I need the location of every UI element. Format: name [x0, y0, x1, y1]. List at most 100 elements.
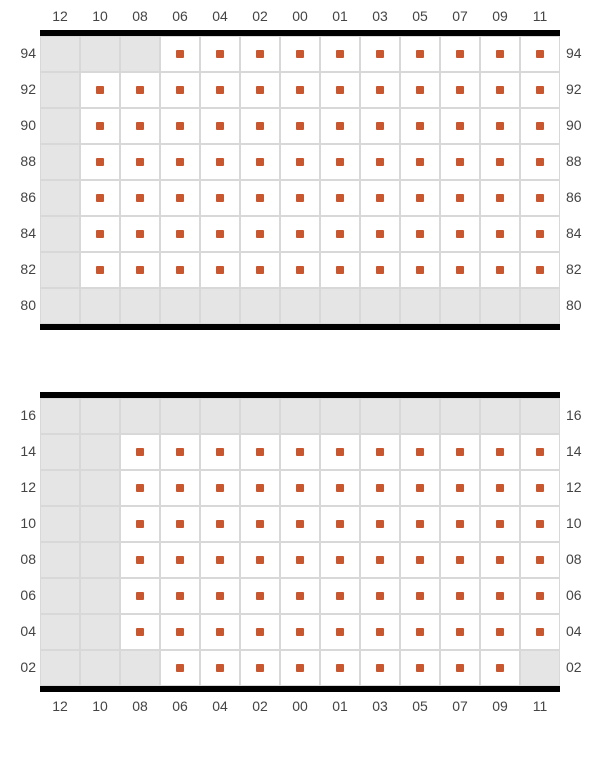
seat-cell[interactable]: [240, 72, 280, 108]
seat-cell[interactable]: [360, 434, 400, 470]
seat-cell[interactable]: [320, 650, 360, 686]
seat-cell[interactable]: [320, 506, 360, 542]
seat-cell[interactable]: [160, 542, 200, 578]
seat-cell[interactable]: [320, 36, 360, 72]
seat-cell[interactable]: [520, 578, 560, 614]
seat-cell[interactable]: [440, 614, 480, 650]
seat-cell[interactable]: [440, 470, 480, 506]
seat-cell[interactable]: [520, 180, 560, 216]
seat-cell[interactable]: [160, 36, 200, 72]
seat-cell[interactable]: [400, 542, 440, 578]
seat-cell[interactable]: [120, 614, 160, 650]
seat-cell[interactable]: [480, 542, 520, 578]
seat-cell[interactable]: [440, 36, 480, 72]
seat-cell[interactable]: [440, 108, 480, 144]
seat-cell[interactable]: [520, 434, 560, 470]
seat-cell[interactable]: [120, 470, 160, 506]
seat-cell[interactable]: [400, 506, 440, 542]
seat-cell[interactable]: [320, 72, 360, 108]
seat-cell[interactable]: [200, 434, 240, 470]
seat-cell[interactable]: [360, 470, 400, 506]
seat-cell[interactable]: [160, 434, 200, 470]
seat-cell[interactable]: [520, 470, 560, 506]
seat-cell[interactable]: [400, 216, 440, 252]
seat-cell[interactable]: [400, 144, 440, 180]
seat-cell[interactable]: [320, 180, 360, 216]
seat-cell[interactable]: [160, 144, 200, 180]
seat-cell[interactable]: [160, 216, 200, 252]
seat-cell[interactable]: [280, 72, 320, 108]
seat-cell[interactable]: [440, 506, 480, 542]
seat-cell[interactable]: [360, 650, 400, 686]
seat-cell[interactable]: [80, 108, 120, 144]
seat-cell[interactable]: [400, 36, 440, 72]
seat-cell[interactable]: [520, 542, 560, 578]
seat-cell[interactable]: [120, 252, 160, 288]
seat-cell[interactable]: [200, 542, 240, 578]
seat-cell[interactable]: [480, 180, 520, 216]
seat-cell[interactable]: [360, 144, 400, 180]
seat-cell[interactable]: [120, 108, 160, 144]
seat-cell[interactable]: [200, 578, 240, 614]
seat-cell[interactable]: [480, 506, 520, 542]
seat-cell[interactable]: [360, 252, 400, 288]
seat-cell[interactable]: [200, 614, 240, 650]
seat-cell[interactable]: [320, 144, 360, 180]
seat-cell[interactable]: [280, 614, 320, 650]
seat-cell[interactable]: [360, 108, 400, 144]
seat-cell[interactable]: [520, 36, 560, 72]
seat-cell[interactable]: [440, 144, 480, 180]
seat-cell[interactable]: [480, 650, 520, 686]
seat-cell[interactable]: [400, 470, 440, 506]
seat-cell[interactable]: [480, 470, 520, 506]
seat-cell[interactable]: [440, 216, 480, 252]
seat-cell[interactable]: [400, 180, 440, 216]
seat-cell[interactable]: [240, 36, 280, 72]
seat-cell[interactable]: [240, 434, 280, 470]
seat-cell[interactable]: [400, 72, 440, 108]
seat-cell[interactable]: [520, 614, 560, 650]
seat-cell[interactable]: [480, 434, 520, 470]
seat-cell[interactable]: [360, 36, 400, 72]
seat-cell[interactable]: [400, 614, 440, 650]
seat-cell[interactable]: [80, 216, 120, 252]
seat-cell[interactable]: [400, 434, 440, 470]
seat-cell[interactable]: [320, 578, 360, 614]
seat-cell[interactable]: [360, 216, 400, 252]
seat-cell[interactable]: [240, 216, 280, 252]
seat-cell[interactable]: [480, 614, 520, 650]
seat-cell[interactable]: [320, 614, 360, 650]
seat-cell[interactable]: [200, 650, 240, 686]
seat-cell[interactable]: [120, 216, 160, 252]
seat-cell[interactable]: [160, 252, 200, 288]
seat-cell[interactable]: [480, 36, 520, 72]
seat-cell[interactable]: [200, 108, 240, 144]
seat-cell[interactable]: [160, 506, 200, 542]
seat-cell[interactable]: [480, 252, 520, 288]
seat-cell[interactable]: [280, 180, 320, 216]
seat-cell[interactable]: [120, 180, 160, 216]
seat-cell[interactable]: [280, 578, 320, 614]
seat-cell[interactable]: [240, 108, 280, 144]
seat-cell[interactable]: [160, 614, 200, 650]
seat-cell[interactable]: [400, 578, 440, 614]
seat-cell[interactable]: [240, 506, 280, 542]
seat-cell[interactable]: [160, 180, 200, 216]
seat-cell[interactable]: [240, 578, 280, 614]
seat-cell[interactable]: [280, 470, 320, 506]
seat-cell[interactable]: [280, 650, 320, 686]
seat-cell[interactable]: [120, 144, 160, 180]
seat-cell[interactable]: [360, 614, 400, 650]
seat-cell[interactable]: [160, 72, 200, 108]
seat-cell[interactable]: [200, 72, 240, 108]
seat-cell[interactable]: [240, 252, 280, 288]
seat-cell[interactable]: [480, 72, 520, 108]
seat-cell[interactable]: [280, 252, 320, 288]
seat-cell[interactable]: [520, 252, 560, 288]
seat-cell[interactable]: [400, 252, 440, 288]
seat-cell[interactable]: [440, 72, 480, 108]
seat-cell[interactable]: [240, 144, 280, 180]
seat-cell[interactable]: [520, 108, 560, 144]
seat-cell[interactable]: [160, 470, 200, 506]
seat-cell[interactable]: [80, 252, 120, 288]
